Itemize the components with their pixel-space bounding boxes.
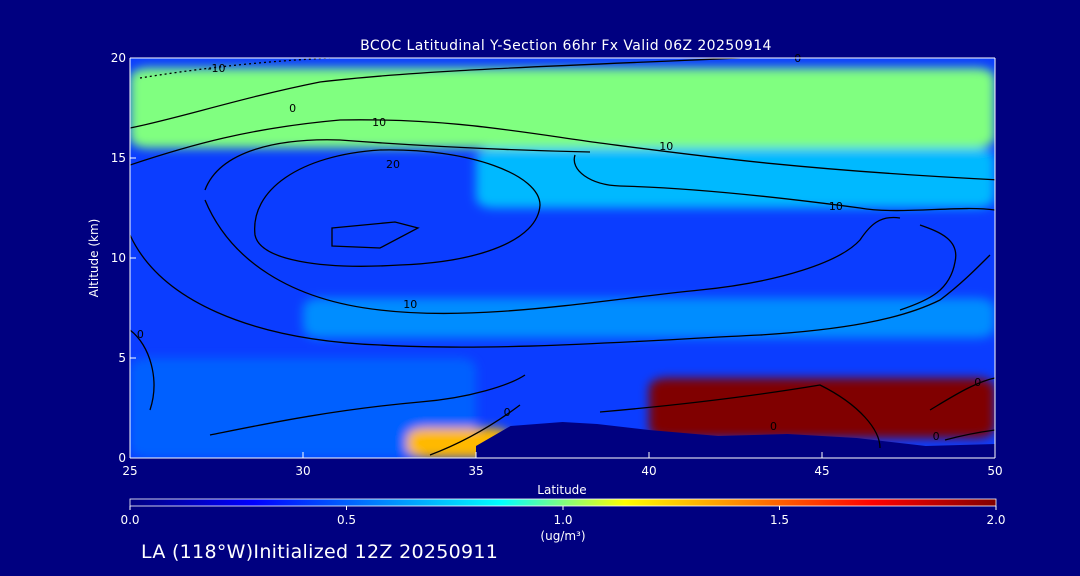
contour-label: 0 [137,328,144,341]
colorbar-tick-label: 2.0 [986,513,1005,527]
y-tick-label: 5 [118,351,126,365]
colorbar-tick-label: 0.0 [120,513,139,527]
x-tick-label: 50 [987,464,1002,478]
contour-0-upper [130,58,741,129]
colorbar-tick-label: 0.5 [337,513,356,527]
contour-20 [254,149,541,267]
contour-label: 0 [974,376,981,389]
terrain [476,422,995,458]
contour-10-inner [204,139,995,212]
contour-label: 0 [933,430,940,443]
contour-label: 10 [372,116,386,129]
contour-label: 0 [770,420,777,433]
x-tick-label: 40 [641,464,656,478]
y-tick-label: 20 [111,51,126,65]
contour-0-surface [429,377,995,456]
heatmap-area [130,58,995,458]
y-ticks: 0 5 10 15 20 [111,51,136,465]
y-tick-label: 15 [111,151,126,165]
x-axis-label: Latitude [537,483,586,497]
colorbar-label: (ug/m³) [540,529,585,543]
x-tick-label: 45 [814,464,829,478]
contour-10-upper [130,119,995,181]
contour-max [331,221,420,249]
band-tropopause-layer [476,148,995,208]
footer-text: LA (118°W)Initialized 12Z 20250911 [141,541,499,563]
contour-label: 10 [829,200,843,213]
colorbar [129,498,997,507]
x-tick-label: 35 [468,464,483,478]
band-surface-plume [649,378,995,438]
x-ticks: 25 30 35 40 45 50 [122,452,1003,478]
concentration-bands [130,68,995,458]
colorbar-ticks: 0.0 0.5 1.0 1.5 2.0 [120,506,1006,527]
contour-label: 10 [659,140,673,153]
band-upper-layer [130,68,995,148]
contour-label: -10 [208,62,226,75]
contour-0-lower [130,329,526,436]
contour-10-outer [130,234,991,348]
band-boundary-layer [130,358,476,458]
contour-label: 10 [403,298,417,311]
colorbar-tick-label: 1.0 [553,513,572,527]
chart-title: BCOC Latitudinal Y-Section 66hr Fx Valid… [360,38,772,54]
colorbar-tick-label: 1.5 [770,513,789,527]
y-tick-label: 0 [118,451,126,465]
x-tick-label: 30 [295,464,310,478]
contour-label: 0 [289,102,296,115]
contour-10-lower [204,199,957,315]
y-axis-label: Altitude (km) [87,219,101,298]
contour-label: 20 [386,158,400,171]
contour-label: 0 [504,406,511,419]
band-mid-layer [303,298,995,338]
y-tick-label: 10 [111,251,126,265]
x-tick-label: 25 [122,464,137,478]
contour-lines [130,58,995,456]
